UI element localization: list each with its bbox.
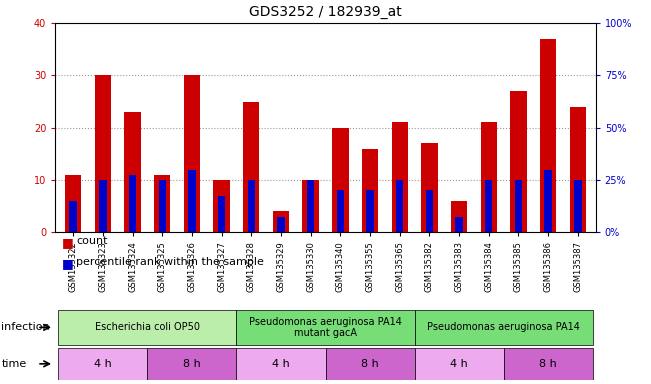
Bar — [303, 180, 319, 232]
Bar — [391, 122, 408, 232]
Bar — [184, 75, 200, 232]
Bar — [396, 180, 404, 232]
Bar — [94, 75, 111, 232]
Bar — [124, 112, 141, 232]
Bar — [456, 217, 463, 232]
Text: infection: infection — [1, 322, 50, 333]
Text: 8 h: 8 h — [539, 359, 557, 369]
Bar — [480, 122, 497, 232]
Bar — [236, 348, 326, 379]
Bar — [154, 175, 171, 232]
Bar — [415, 310, 592, 345]
Bar — [59, 310, 236, 345]
Bar — [337, 190, 344, 232]
Bar — [65, 175, 81, 232]
Bar — [421, 143, 437, 232]
Text: 4 h: 4 h — [450, 359, 468, 369]
Bar — [247, 180, 255, 232]
Bar — [570, 107, 586, 232]
Bar — [273, 211, 289, 232]
Bar — [574, 180, 581, 232]
Text: 8 h: 8 h — [183, 359, 201, 369]
Text: ■: ■ — [62, 257, 74, 270]
Text: Pseudomonas aeruginosa PA14
mutant gacA: Pseudomonas aeruginosa PA14 mutant gacA — [249, 316, 402, 338]
Bar — [504, 348, 592, 379]
Bar — [70, 201, 77, 232]
Text: Pseudomonas aeruginosa PA14: Pseudomonas aeruginosa PA14 — [427, 322, 580, 333]
Bar — [426, 190, 433, 232]
Bar — [277, 217, 284, 232]
Bar — [367, 190, 374, 232]
Text: percentile rank within the sample: percentile rank within the sample — [76, 257, 264, 267]
Bar — [236, 310, 415, 345]
Bar — [544, 170, 552, 232]
Bar — [129, 175, 136, 232]
Bar — [218, 196, 225, 232]
Bar — [147, 348, 236, 379]
Text: 4 h: 4 h — [94, 359, 112, 369]
Text: 4 h: 4 h — [272, 359, 290, 369]
Bar — [158, 180, 166, 232]
Bar — [415, 348, 504, 379]
Bar — [332, 127, 348, 232]
Bar — [362, 149, 378, 232]
Bar — [99, 180, 107, 232]
Text: 8 h: 8 h — [361, 359, 379, 369]
Text: GDS3252 / 182939_at: GDS3252 / 182939_at — [249, 5, 402, 19]
Bar — [515, 180, 522, 232]
Bar — [540, 39, 557, 232]
Bar — [326, 348, 415, 379]
Text: time: time — [1, 359, 27, 369]
Bar — [214, 180, 230, 232]
Bar — [59, 348, 147, 379]
Bar — [307, 180, 314, 232]
Bar — [243, 101, 260, 232]
Text: count: count — [76, 236, 107, 246]
Bar — [485, 180, 493, 232]
Text: Escherichia coli OP50: Escherichia coli OP50 — [95, 322, 200, 333]
Bar — [510, 91, 527, 232]
Text: ■: ■ — [62, 236, 74, 249]
Bar — [188, 170, 195, 232]
Bar — [451, 201, 467, 232]
